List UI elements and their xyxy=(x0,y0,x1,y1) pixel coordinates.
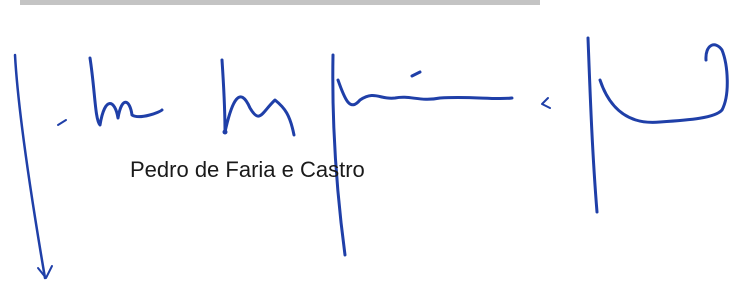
cropped-heading xyxy=(20,0,540,5)
stroke xyxy=(58,120,66,125)
stroke xyxy=(222,60,294,135)
stroke xyxy=(412,72,420,76)
stroke xyxy=(90,58,162,125)
signature-strokes xyxy=(0,0,745,284)
stroke xyxy=(338,80,512,105)
stroke xyxy=(600,45,727,123)
printed-name: Pedro de Faria e Castro xyxy=(130,157,365,183)
stroke xyxy=(588,38,597,212)
dot xyxy=(223,130,228,135)
stroke xyxy=(15,55,45,278)
stroke xyxy=(542,98,550,108)
signature-page: Pedro de Faria e Castro xyxy=(0,0,745,284)
